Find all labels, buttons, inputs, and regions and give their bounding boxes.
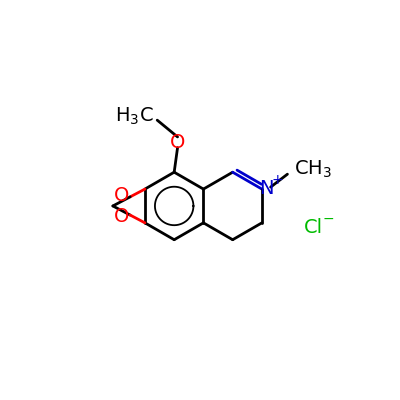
Text: Cl: Cl	[304, 218, 323, 237]
Text: CH$_3$: CH$_3$	[294, 159, 332, 180]
Text: −: −	[322, 212, 334, 226]
Text: H$_3$C: H$_3$C	[114, 106, 153, 127]
Text: O: O	[114, 186, 129, 205]
Text: O: O	[170, 133, 185, 152]
Text: N: N	[260, 179, 274, 198]
Text: O: O	[114, 207, 129, 226]
Text: +: +	[271, 173, 283, 187]
